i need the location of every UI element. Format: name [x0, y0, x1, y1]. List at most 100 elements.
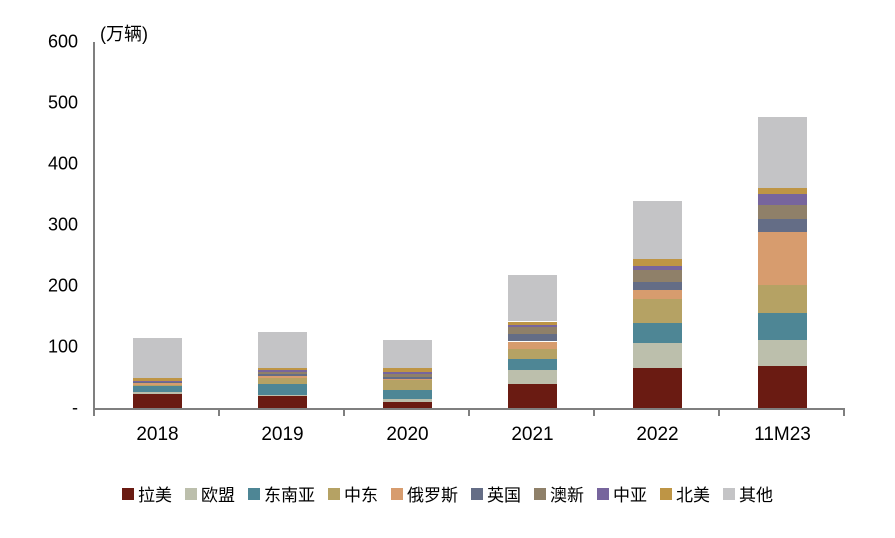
bar-segment-拉美-2019	[258, 395, 307, 408]
x-category-label: 2019	[261, 424, 304, 445]
bar-segment-拉美-2020	[383, 401, 432, 408]
y-tick-label: -	[72, 397, 78, 418]
x-category-label: 2021	[511, 424, 554, 445]
bar-segment-其他-2019	[258, 332, 307, 368]
bar-segment-北美-2020	[383, 368, 432, 373]
bar-segment-拉美-2022	[633, 368, 682, 408]
y-tick-label: 500	[47, 92, 78, 113]
legend-label: 拉美	[138, 486, 172, 505]
bar-segment-澳新-2020	[383, 374, 432, 377]
x-category-label: 11M23	[754, 424, 811, 445]
bar-segment-拉美-2021	[508, 384, 557, 408]
bar-segment-俄罗斯-2020	[383, 378, 432, 380]
y-tick-label: 600	[47, 31, 78, 52]
x-tick-mark	[843, 410, 845, 416]
legend-item-俄罗斯: 俄罗斯	[391, 481, 458, 506]
legend-item-其他: 其他	[723, 481, 773, 506]
bar-segment-澳新-2019	[258, 371, 307, 374]
legend-swatch-icon	[185, 487, 197, 500]
bar-segment-澳新-11M23	[758, 204, 807, 219]
legend-swatch-icon	[723, 487, 735, 500]
bar-segment-英国-11M23	[758, 218, 807, 232]
bar-segment-其他-2021	[508, 274, 557, 322]
legend-swatch-icon	[660, 487, 672, 500]
x-tick-mark	[468, 410, 470, 416]
legend-item-拉美: 拉美	[122, 481, 172, 506]
y-tick-label: 400	[47, 153, 78, 174]
x-tick-mark	[343, 410, 345, 416]
bar-segment-英国-2019	[258, 373, 307, 376]
y-axis-line	[93, 42, 95, 410]
bar-segment-其他-2022	[633, 201, 682, 259]
chart-legend: 拉美 欧盟 东南亚 中东 俄罗斯 英国 澳新 中亚 北美 其他	[0, 481, 895, 506]
bar-segment-欧盟-2019	[258, 394, 307, 396]
y-axis-unit-label: (万辆)	[100, 24, 148, 44]
legend-item-英国: 英国	[471, 481, 521, 506]
y-tick-label: 200	[47, 275, 78, 296]
bar-segment-俄罗斯-2018	[133, 382, 182, 385]
bar-segment-俄罗斯-2019	[258, 375, 307, 379]
x-tick-mark	[93, 410, 95, 416]
bar-segment-其他-2018	[133, 337, 182, 378]
bar-segment-北美-2021	[508, 321, 557, 326]
bar-segment-澳新-2022	[633, 269, 682, 283]
bar-segment-北美-2022	[633, 258, 682, 266]
legend-item-中亚: 中亚	[597, 481, 647, 506]
legend-swatch-icon	[471, 487, 483, 500]
x-tick-mark	[718, 410, 720, 416]
bar-segment-英国-2020	[383, 376, 432, 379]
bar-segment-其他-11M23	[758, 117, 807, 188]
bar-segment-东南亚-2021	[508, 358, 557, 371]
legend-label: 澳新	[550, 486, 584, 505]
x-tick-mark	[218, 410, 220, 416]
legend-swatch-icon	[122, 487, 134, 500]
bar-segment-欧盟-2022	[633, 343, 682, 369]
bar-segment-北美-11M23	[758, 187, 807, 194]
bar-segment-其他-2020	[383, 340, 432, 369]
bar-segment-英国-2021	[508, 334, 557, 342]
bar-segment-北美-2018	[133, 377, 182, 381]
legend-item-澳新: 澳新	[534, 481, 584, 506]
bar-segment-俄罗斯-2022	[633, 290, 682, 300]
bar-segment-俄罗斯-2021	[508, 341, 557, 349]
bar-segment-中东-11M23	[758, 285, 807, 314]
x-category-label: 2018	[136, 424, 179, 445]
bar-segment-东南亚-11M23	[758, 313, 807, 340]
legend-item-欧盟: 欧盟	[185, 481, 235, 506]
x-category-label: 2020	[386, 424, 429, 445]
legend-label: 中亚	[613, 486, 647, 505]
bar-segment-拉美-2018	[133, 393, 182, 408]
legend-label: 欧盟	[201, 486, 235, 505]
bar-segment-欧盟-2018	[133, 392, 182, 394]
bar-segment-拉美-11M23	[758, 365, 807, 408]
bar-segment-欧盟-2021	[508, 370, 557, 385]
bar-segment-中东-2021	[508, 348, 557, 359]
bar-segment-中亚-11M23	[758, 193, 807, 205]
legend-label: 俄罗斯	[407, 486, 458, 505]
legend-item-北美: 北美	[660, 481, 710, 506]
bar-segment-中亚-2021	[508, 325, 557, 328]
bar-segment-东南亚-2022	[633, 322, 682, 344]
legend-item-东南亚: 东南亚	[248, 481, 315, 506]
legend-swatch-icon	[248, 487, 260, 500]
bar-segment-欧盟-2020	[383, 398, 432, 402]
bar-segment-澳新-2018	[133, 381, 182, 383]
bar-segment-中亚-2022	[633, 265, 682, 270]
legend-label: 东南亚	[264, 486, 315, 505]
legend-swatch-icon	[597, 487, 609, 500]
x-axis-line	[93, 408, 845, 410]
legend-swatch-icon	[391, 487, 403, 500]
bar-segment-中亚-2018	[133, 380, 182, 382]
bar-segment-东南亚-2018	[133, 386, 182, 393]
legend-swatch-icon	[534, 487, 546, 500]
legend-swatch-icon	[328, 487, 340, 500]
x-category-label: 2022	[636, 424, 679, 445]
bar-segment-英国-2022	[633, 282, 682, 291]
bar-segment-东南亚-2019	[258, 383, 307, 395]
bar-segment-东南亚-2020	[383, 389, 432, 399]
bar-segment-英国-2018	[133, 382, 182, 383]
bar-segment-欧盟-11M23	[758, 339, 807, 366]
legend-item-中东: 中东	[328, 481, 378, 506]
bar-segment-中亚-2019	[258, 369, 307, 372]
